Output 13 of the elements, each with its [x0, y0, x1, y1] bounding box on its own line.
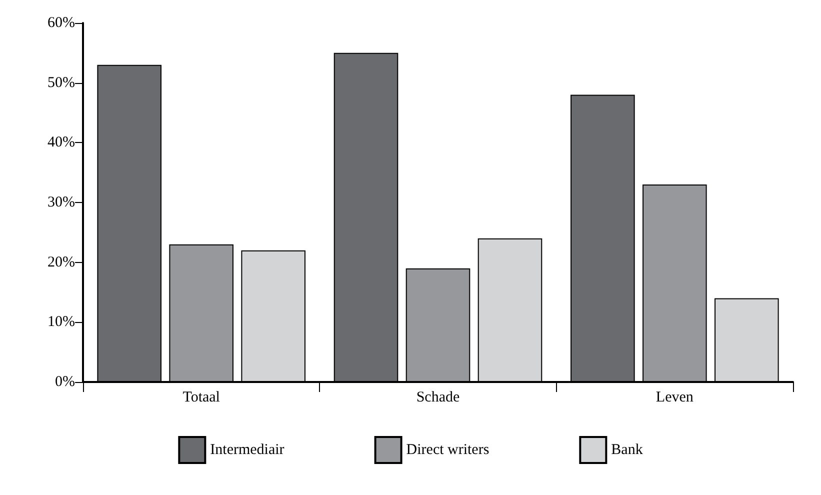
x-tick-label: Totaal [182, 390, 220, 406]
y-tick-label: 60% [48, 15, 75, 31]
y-tick-label: 50% [48, 74, 75, 91]
y-tick-label: 30% [48, 194, 75, 210]
y-tick-label: 10% [48, 314, 75, 330]
legend-label: Bank [611, 442, 644, 458]
y-tick-label: 0% [55, 374, 75, 390]
x-tick-label: Schade [416, 390, 460, 406]
y-tick-label: 20% [48, 254, 75, 270]
x-tick-label: Leven [656, 390, 694, 406]
legend-label: Direct writers [406, 442, 490, 458]
y-tick-label: 40% [48, 134, 75, 151]
legend-label: Intermediair [210, 442, 284, 458]
